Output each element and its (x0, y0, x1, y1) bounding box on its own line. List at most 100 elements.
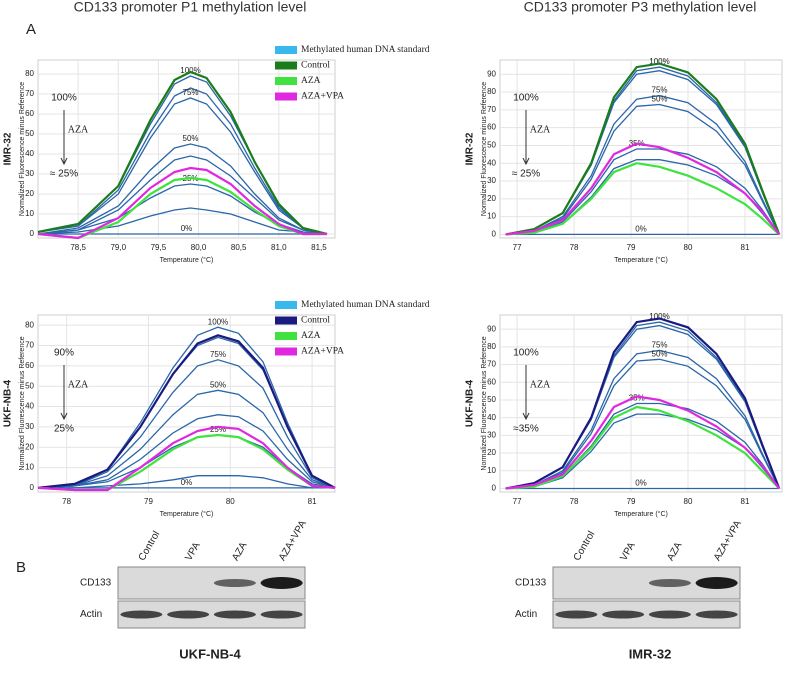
x-tick-label: 78 (62, 497, 71, 506)
y-tick-label: 0 (30, 229, 35, 238)
x-tick-label: 80,5 (231, 243, 247, 252)
x-tick-label: 80 (684, 497, 693, 506)
arrow-head (60, 157, 68, 166)
y-tick-label: 70 (25, 89, 34, 98)
y-tick-label: 30 (25, 169, 34, 178)
y-tick-label: 70 (25, 341, 34, 350)
band (120, 610, 163, 619)
y-tick-label: 40 (25, 402, 34, 411)
legend-label: AZA (301, 331, 321, 341)
curve-label: 100% (180, 66, 200, 75)
curve-label: 75% (652, 341, 668, 350)
curve-label: 50% (183, 134, 199, 143)
x-tick-label: 79 (144, 497, 153, 506)
y-tick-label: 30 (25, 422, 34, 431)
x-tick-label: 81 (741, 497, 750, 506)
curve (37, 87, 328, 235)
cell-line: UKF-NB-4 (179, 646, 241, 661)
x-tick-label: 81,5 (311, 243, 327, 252)
x-tick-label: 80,0 (191, 243, 207, 252)
x-axis-label: Temperature (°C) (614, 510, 668, 518)
y-tick-label: 10 (25, 209, 34, 218)
arrow-head (522, 157, 530, 166)
arrow-head (522, 412, 530, 421)
curve (37, 414, 336, 489)
curve (505, 148, 780, 236)
row-name: CD133 (80, 578, 112, 589)
y-tick-label: 20 (487, 448, 496, 457)
legend-label: Methylated human DNA standard (301, 300, 430, 310)
band (260, 577, 303, 589)
curve-label: 75% (652, 86, 668, 95)
y-tick-label: 60 (25, 361, 34, 370)
y-tick-label: 80 (25, 69, 34, 78)
curve (37, 334, 336, 489)
curve (505, 358, 780, 490)
legend-label: AZA+VPA (301, 92, 344, 102)
x-tick-label: 79 (627, 497, 636, 506)
legend-swatch (275, 46, 297, 54)
curve (37, 70, 328, 236)
curve (505, 162, 780, 236)
row-label: IMR-32 (465, 132, 476, 165)
curve-label: 0% (181, 224, 193, 233)
curve (37, 207, 328, 235)
curve-label: 0% (635, 225, 647, 234)
y-axis-label: Normalized Fluorescence minus Reference (19, 336, 26, 470)
y-tick-label: 60 (25, 109, 34, 118)
x-tick-label: 78 (570, 497, 579, 506)
annotation: 25% (54, 424, 74, 435)
legend-swatch (275, 92, 297, 101)
band (602, 610, 645, 619)
panel-label: A (26, 21, 36, 38)
y-tick-label: 50 (25, 129, 34, 138)
row-label: UKF-NB-4 (465, 379, 476, 427)
curve (505, 395, 781, 490)
legend-label: Control (301, 316, 330, 326)
curve-label: 50% (210, 380, 226, 389)
x-tick-label: 79 (627, 243, 636, 252)
x-axis-label: Temperature (°C) (614, 256, 668, 264)
curve-label: 50% (652, 95, 668, 104)
curve-label: 100% (208, 317, 228, 326)
column-title: CD133 promoter P3 methylation level (524, 0, 757, 15)
legend-label: Control (301, 61, 330, 71)
legend-swatch (275, 301, 297, 309)
curve (37, 143, 328, 235)
curve-label: 50% (652, 349, 668, 358)
y-tick-label: 10 (487, 212, 496, 221)
x-tick-label: 81 (741, 243, 750, 252)
curve-label: 100% (649, 312, 669, 321)
x-tick-label: 80 (226, 497, 235, 506)
y-tick-label: 70 (487, 360, 496, 369)
y-tick-label: 20 (487, 194, 496, 203)
band (260, 610, 303, 619)
x-tick-label: 78,5 (70, 243, 86, 252)
curve (37, 166, 327, 240)
y-tick-label: 60 (487, 123, 496, 132)
y-tick-label: 50 (487, 141, 496, 150)
curve (37, 389, 336, 489)
curve-label: 35% (629, 394, 645, 403)
band (695, 610, 738, 619)
x-tick-label: 77 (513, 243, 522, 252)
y-tick-label: 30 (487, 176, 496, 185)
band (648, 610, 691, 619)
y-tick-label: 40 (487, 158, 496, 167)
curve (37, 359, 336, 489)
curve (37, 425, 336, 492)
legend-label: AZA (301, 76, 321, 86)
cell-line: IMR-32 (629, 646, 672, 661)
curve (38, 475, 335, 489)
row-name: CD133 (515, 578, 547, 589)
y-tick-label: 40 (487, 413, 496, 422)
y-tick-label: 50 (487, 395, 496, 404)
y-tick-label: 60 (487, 377, 496, 386)
row-name: Actin (515, 609, 537, 620)
y-tick-label: 10 (25, 463, 34, 472)
band (213, 610, 256, 619)
legend-label: Methylated human DNA standard (301, 45, 430, 55)
curve (505, 103, 780, 236)
blot-strip (552, 566, 741, 600)
